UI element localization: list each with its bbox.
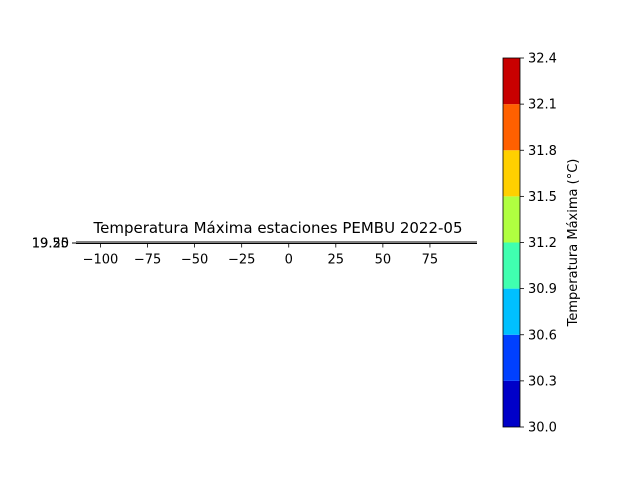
colorbar-cell [503, 288, 520, 335]
y-tick-label: 19.50 [32, 237, 69, 252]
colorbar-cell [503, 58, 520, 105]
x-tick-label: 0 [285, 253, 293, 268]
x-tick-label: 50 [375, 253, 392, 268]
x-tick-label: 25 [328, 253, 345, 268]
colorbar-ticks: 30.0 30.3 30.6 30.9 31.2 31.5 31.8 32.1 32.4 [520, 52, 557, 436]
colorbar-tick-label: 32.4 [528, 52, 557, 67]
colorbar-cell [503, 242, 520, 289]
main-axes: Temperatura Máxima estaciones PEMBU 2022… [32, 219, 477, 268]
chart-title: Temperatura Máxima estaciones PEMBU 2022… [92, 219, 462, 237]
colorbar-tick-label: 30.9 [528, 282, 557, 297]
x-tick-label: −75 [134, 253, 161, 268]
colorbar-tick-label: 30.6 [528, 328, 557, 343]
colorbar-tick-label: 31.5 [528, 190, 557, 205]
x-ticks: −100 −75 −50 −25 0 25 50 75 [83, 243, 439, 268]
colorbar-cell [503, 380, 520, 427]
x-tick-label: 75 [422, 253, 439, 268]
colorbar-tick-label: 30.3 [528, 374, 557, 389]
colorbar-cell [503, 150, 520, 197]
x-tick-label: −50 [181, 253, 208, 268]
colorbar-cell [503, 334, 520, 381]
colorbar-label: Temperatura Máxima (°C) [566, 159, 581, 328]
colorbar-cell [503, 196, 520, 243]
colorbar-tick-label: 31.8 [528, 144, 557, 159]
colorbar-tick-label: 32.1 [528, 98, 557, 113]
x-tick-label: −25 [228, 253, 255, 268]
colorbar-tick-label: 31.2 [528, 236, 557, 251]
colorbar-tick-label: 30.0 [528, 421, 557, 436]
colorbar-cell [503, 104, 520, 151]
colorbar-cells [503, 58, 520, 427]
x-tick-label: −100 [83, 253, 119, 268]
colorbar: 30.0 30.3 30.6 30.9 31.2 31.5 31.8 32.1 32.4 Tem… [502, 52, 581, 436]
y-tick-label: 19.25 [32, 237, 69, 252]
